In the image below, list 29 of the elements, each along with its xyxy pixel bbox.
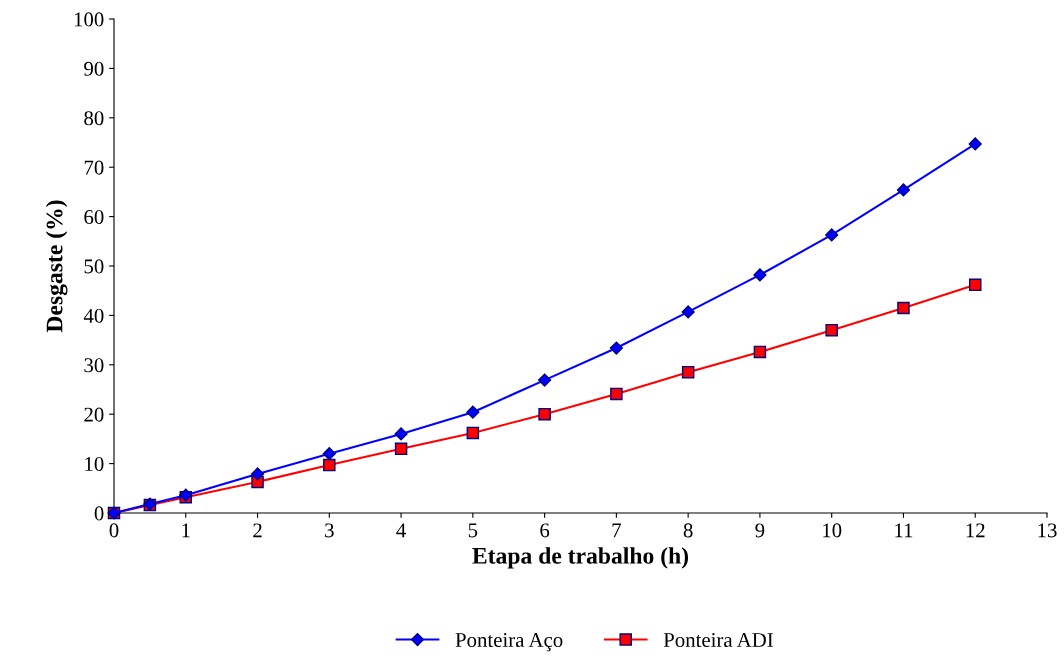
y-axis-title: Desgaste (%) [45,200,68,333]
x-tick-label: 13 [1038,523,1057,538]
y-tick-label: 50 [84,259,104,274]
x-tick-label: 0 [109,523,119,538]
x-tick-label: 7 [612,523,621,538]
x-tick-label: 5 [468,523,478,538]
legend-label: Ponteira ADI [663,633,773,648]
x-tick-label: 1 [182,523,190,538]
y-tick-label: 100 [74,12,104,27]
x-tick-label: 3 [325,523,334,538]
y-tick-label: 80 [84,111,104,126]
y-tick-label: 60 [84,209,104,225]
y-tick-label: 10 [85,456,104,472]
y-tick-label: 0 [94,506,104,521]
y-tick-label: 40 [83,308,104,323]
x-axis-title: Etapa de trabalho (h) [472,547,689,569]
x-tick-label: 12 [966,523,985,538]
x-tick-label: 11 [895,523,913,538]
legend-label: Ponteira Aço [455,633,563,652]
y-tick-label: 70 [84,160,104,175]
y-tick-label: 20 [84,407,104,422]
y-tick-label: 90 [84,61,104,76]
x-tick-label: 9 [755,523,765,538]
x-tick-label: 4 [396,523,406,538]
x-tick-label: 10 [823,523,842,538]
x-tick-label: 8 [683,523,693,538]
x-tick-label: 2 [253,523,262,538]
x-tick-label: 6 [540,523,550,538]
y-tick-label: 30 [84,358,104,373]
